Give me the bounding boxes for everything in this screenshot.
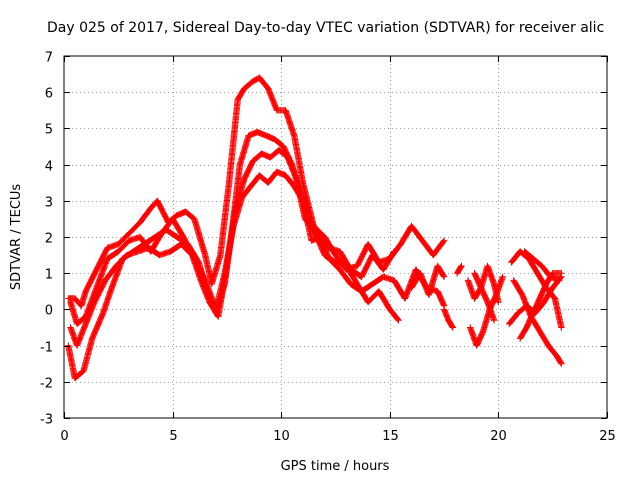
data-point-markers [408,262,448,299]
series-track-5-segment-a [408,262,448,299]
y-tick-label: 2 [45,232,53,247]
y-tick-label: 3 [45,196,53,211]
data-point-markers [521,248,563,284]
series-track-8 [471,270,498,324]
y-tick-label: -1 [40,341,53,356]
y-tick-label: 0 [45,304,53,319]
series-track-7 [467,273,506,349]
x-tick-label: 10 [273,429,290,444]
y-tick-label: 6 [45,87,53,102]
x-tick-label: 5 [169,429,177,444]
y-tick-label: -3 [40,413,53,428]
y-tick-label: 5 [45,123,53,138]
y-tick-label: -2 [40,377,53,392]
chart-title: Day 025 of 2017, Sidereal Day-to-day VTE… [47,20,604,36]
data-point-markers [467,273,506,349]
series-track-12 [516,270,565,342]
y-axis-label: SDTVAR / TECUs [9,184,24,291]
data-points [65,74,565,382]
series-track-5-segment-b [440,306,456,331]
grid-lines [64,56,607,418]
data-point-markers [516,270,565,342]
series-track-4 [67,168,398,328]
x-axis-label: GPS time / hours [281,459,390,474]
data-point-markers [440,306,456,331]
y-tick-label: 7 [45,51,53,66]
x-tick-label: 0 [60,429,68,444]
plot-frame [63,55,608,419]
series-track-3 [67,146,402,349]
x-tick-label: 15 [382,429,399,444]
series-track-5-segment-c [453,262,465,277]
data-point-markers [453,262,465,277]
axis-ticks: -3 -2 -1 0 1 2 3 4 5 6 7 0 5 10 15 20 25 [40,51,616,445]
data-point-markers [67,168,398,328]
series-track-11 [510,277,565,367]
data-point-markers [471,270,498,324]
y-tick-label: 4 [45,160,53,175]
x-tick-label: 20 [490,429,507,444]
data-point-markers [510,277,565,367]
y-tick-label: 1 [45,268,53,283]
x-tick-label: 25 [599,429,616,444]
data-point-markers [67,146,402,349]
series-track-13 [521,248,563,284]
